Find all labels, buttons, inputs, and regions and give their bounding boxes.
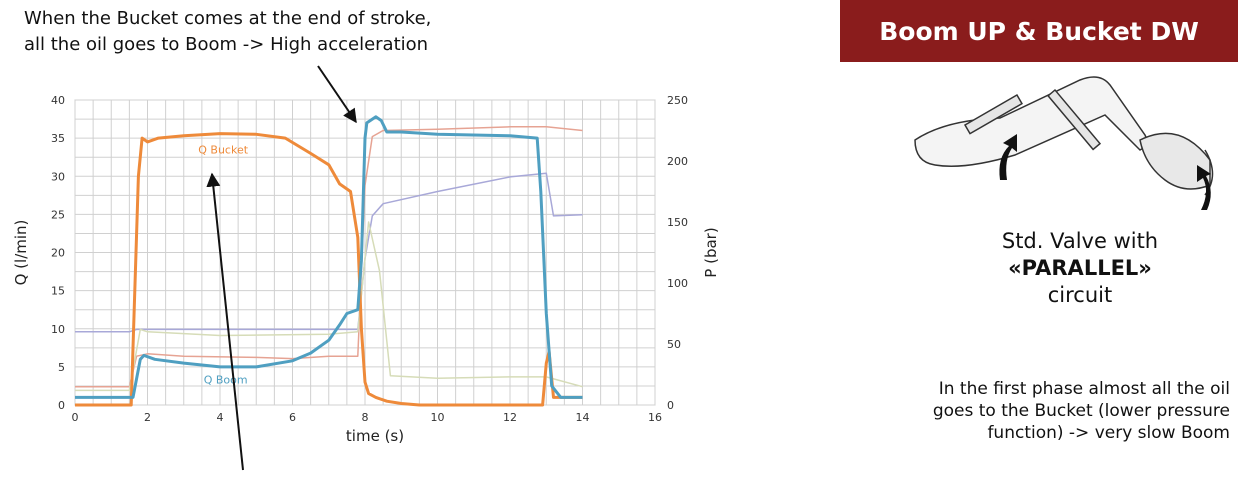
bottom-annotation: In the first phase almost all the oil go… bbox=[810, 378, 1230, 444]
y-left-tick-label: 5 bbox=[58, 361, 65, 374]
bottom-annotation-line2: goes to the Bucket (lower pressure bbox=[932, 401, 1230, 421]
y-axis-label-right: P (bar) bbox=[702, 227, 720, 277]
y-left-tick-label: 25 bbox=[51, 208, 65, 221]
series-label-q-bucket: Q Bucket bbox=[198, 143, 248, 156]
y-left-tick-label: 20 bbox=[51, 247, 65, 260]
series-line-q-boom bbox=[75, 115, 583, 399]
y-right-tick-label: 100 bbox=[667, 277, 688, 290]
y-right-tick-label: 250 bbox=[667, 94, 688, 107]
arrow-top-annotation bbox=[317, 65, 357, 124]
bottom-annotation-line1: In the first phase almost all the oil bbox=[938, 379, 1230, 399]
y-right-tick-label: 150 bbox=[667, 216, 688, 229]
excavator-arm-icon bbox=[914, 76, 1214, 210]
x-axis-label: time (s) bbox=[346, 427, 404, 445]
y-axis-label-left: Q (l/min) bbox=[12, 220, 30, 286]
top-annotation-line1: When the Bucket comes at the end of stro… bbox=[24, 8, 432, 29]
x-tick-label: 12 bbox=[503, 411, 517, 424]
y-left-tick-label: 40 bbox=[51, 94, 65, 107]
valve-line2: «PARALLEL» bbox=[1008, 256, 1152, 280]
series-label-q-boom: Q Boom bbox=[204, 374, 248, 387]
top-annotation-line2: all the oil goes to Boom -> High acceler… bbox=[24, 34, 429, 55]
x-tick-label: 6 bbox=[289, 411, 296, 424]
x-tick-label: 16 bbox=[648, 411, 662, 424]
y-right-tick-label: 200 bbox=[667, 155, 688, 168]
y-left-tick-label: 35 bbox=[51, 132, 65, 145]
x-tick-label: 2 bbox=[144, 411, 151, 424]
x-tick-label: 14 bbox=[576, 411, 590, 424]
arrow-bottom-annotation bbox=[206, 172, 244, 471]
y-left-tick-label: 10 bbox=[51, 323, 65, 336]
x-tick-label: 10 bbox=[431, 411, 445, 424]
y-left-tick-label: 15 bbox=[51, 285, 65, 298]
x-tick-label: 4 bbox=[217, 411, 224, 424]
series-line-q-bucket bbox=[75, 132, 583, 407]
x-tick-label: 0 bbox=[72, 411, 79, 424]
y-right-tick-label: 0 bbox=[667, 399, 674, 412]
x-tick-label: 8 bbox=[362, 411, 369, 424]
series-line-p-extra bbox=[75, 221, 583, 392]
y-left-tick-label: 30 bbox=[51, 170, 65, 183]
top-annotation: When the Bucket comes at the end of stro… bbox=[24, 6, 431, 58]
series-line-p-bucket bbox=[75, 126, 583, 388]
valve-description: Std. Valve with «PARALLEL» circuit bbox=[960, 228, 1200, 309]
y-right-tick-label: 50 bbox=[667, 338, 681, 351]
page-title: Boom UP & Bucket DW bbox=[840, 0, 1238, 62]
bottom-annotation-line3: function) -> very slow Boom bbox=[987, 423, 1230, 443]
valve-line1: Std. Valve with bbox=[1001, 229, 1159, 253]
y-left-tick-label: 0 bbox=[58, 399, 65, 412]
flow-pressure-chart: 0 2 4 6 8 10 12 14 16 0 5 10 15 20 25 30 35 40 0 50 100 150 20… bbox=[12, 65, 720, 471]
valve-line3: circuit bbox=[1047, 283, 1113, 307]
